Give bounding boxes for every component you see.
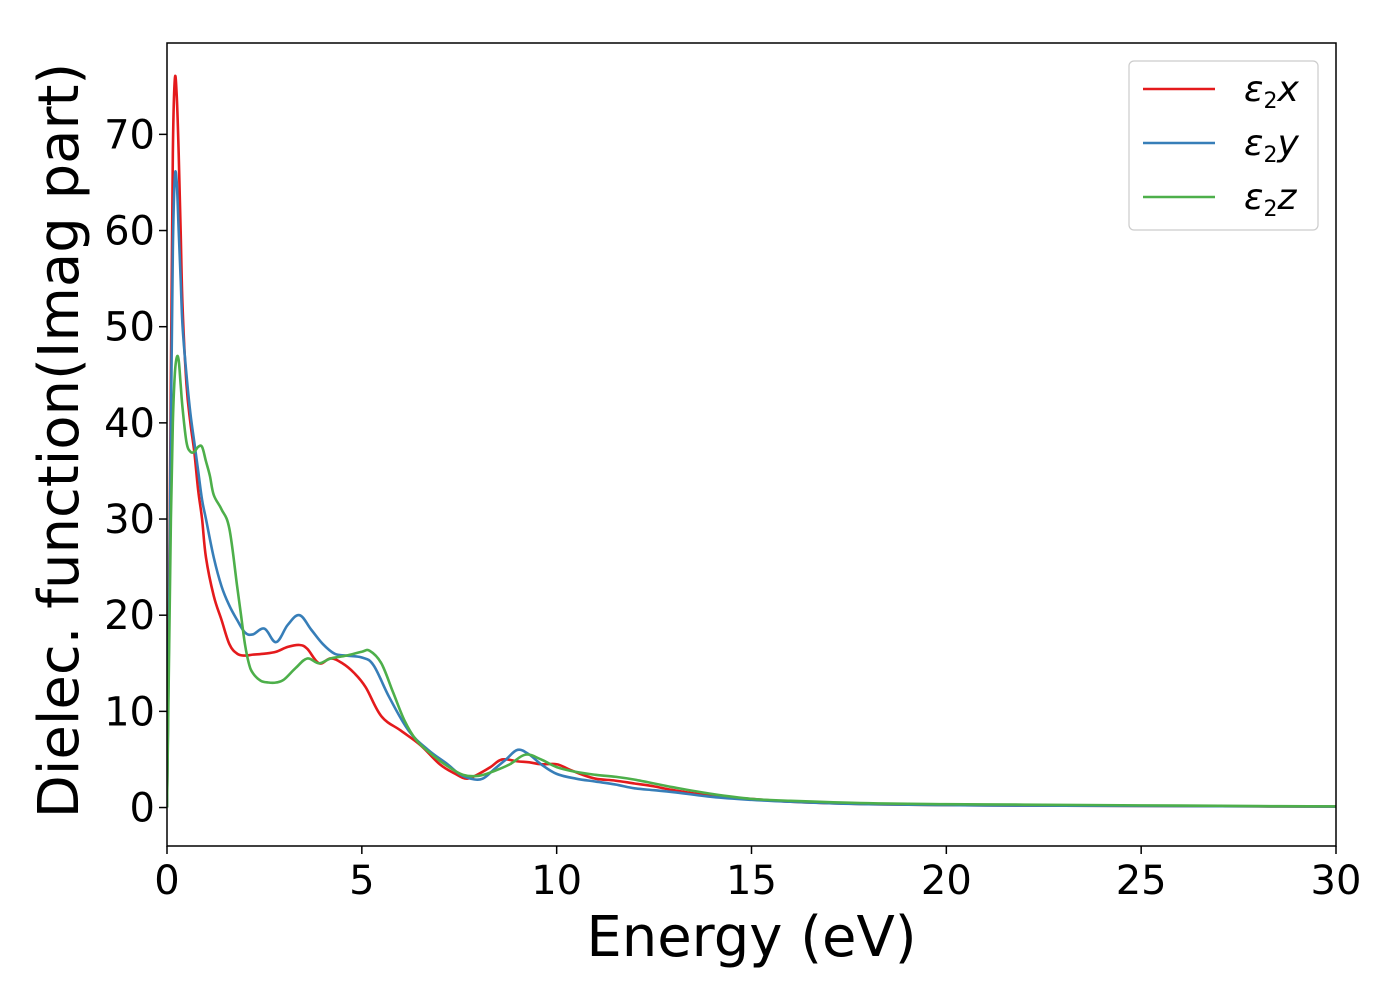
y-axis-title: Dielec. function(Imag part) [27, 63, 92, 819]
x-tick-label: 30 [1311, 858, 1362, 904]
x-tick-label: 20 [921, 858, 972, 904]
y-tick-label: 20 [104, 593, 155, 639]
x-tick-label: 25 [1116, 858, 1167, 904]
y-tick-label: 10 [104, 689, 155, 735]
y-tick-label: 50 [104, 305, 155, 351]
legend-label-suffix: z [1276, 177, 1297, 218]
y-tick-label: 30 [104, 497, 155, 543]
x-tick-label: 5 [349, 858, 374, 904]
series-layer [167, 74, 1336, 808]
legend-label-suffix: x [1276, 69, 1299, 110]
x-tick-label: 10 [531, 858, 582, 904]
y-tick-label: 40 [104, 401, 155, 447]
legend-label-subscript: 2 [1263, 89, 1277, 114]
legend-label-subscript: 2 [1263, 143, 1277, 168]
x-axis-title: Energy (eV) [586, 905, 916, 970]
legend-label-base: ε [1244, 177, 1263, 218]
legend-label-1: ε2x [1244, 69, 1299, 114]
legend-label-3: ε2z [1244, 177, 1297, 222]
ticks-layer: 0 5 10 15 20 25 30 0 10 20 30 40 50 60 70 [104, 112, 1361, 904]
x-tick-label: 15 [726, 858, 777, 904]
y-tick-label: 0 [130, 786, 155, 832]
legend-label-subscript: 2 [1263, 197, 1277, 222]
series-line-2 [167, 170, 1336, 808]
legend-label-2: ε2y [1244, 123, 1299, 168]
series-line-3 [167, 354, 1336, 808]
y-tick-label: 60 [104, 209, 155, 255]
x-tick-label: 0 [154, 858, 179, 904]
legend-box [1128, 60, 1319, 231]
legend-label-base: ε [1244, 123, 1263, 164]
y-tick-label: 70 [104, 112, 155, 158]
legend-label-suffix: y [1276, 123, 1299, 164]
legend-label-base: ε [1244, 69, 1263, 110]
